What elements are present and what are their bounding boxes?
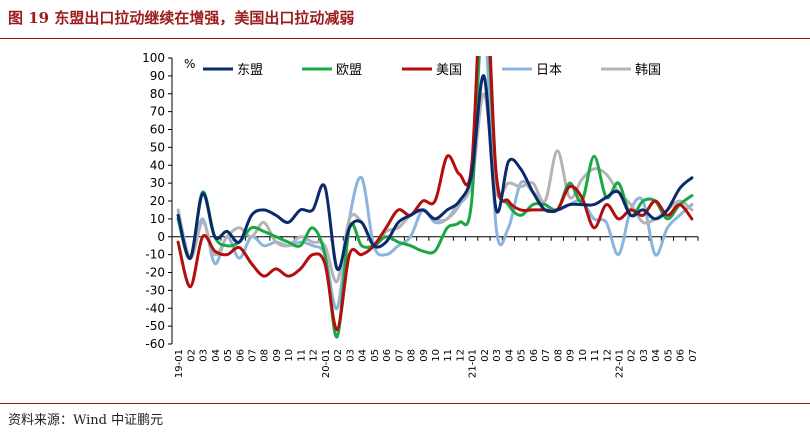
x-tick-label: 09: [419, 349, 430, 362]
x-tick-label: 06: [529, 349, 540, 362]
x-tick-label: 11: [590, 349, 601, 362]
y-tick-label: 70: [150, 105, 165, 119]
x-tick-label: 02: [186, 349, 197, 362]
legend-label: 韩国: [635, 63, 661, 78]
x-tick-label: 07: [394, 349, 405, 362]
x-tick-label: 06: [235, 349, 246, 362]
y-tick-label: 30: [150, 176, 165, 190]
x-tick-label: 02: [627, 349, 638, 362]
y-tick-label: -20: [145, 266, 165, 280]
series-layer: [176, 56, 694, 339]
y-tick-label: 20: [150, 194, 165, 208]
header-rule: [0, 38, 810, 39]
x-tick-label: 03: [345, 349, 356, 362]
legend-label: 美国: [436, 63, 462, 78]
x-tick-label: 08: [407, 349, 418, 362]
x-tick-label: 11: [296, 349, 307, 362]
y-tick-label: 0: [157, 230, 165, 244]
x-tick-label: 05: [223, 349, 234, 362]
x-tick-label: 05: [663, 349, 674, 362]
y-tick-label: 60: [150, 123, 165, 137]
series-line-3: [176, 56, 694, 332]
x-tick-label: 11: [443, 349, 454, 362]
series-line-2: [176, 56, 694, 339]
x-tick-label: 10: [284, 349, 295, 362]
x-tick-label: 19-01: [174, 349, 185, 378]
x-tick-label: 08: [260, 349, 271, 362]
x-tick-label: 06: [676, 349, 687, 362]
y-tick-label: 80: [150, 87, 165, 101]
y-tick-label: 10: [150, 212, 165, 226]
x-tick-label: 10: [578, 349, 589, 362]
y-tick-label: -50: [145, 319, 165, 333]
y-tick-label: 40: [150, 158, 165, 172]
x-tick-label: 04: [211, 349, 222, 362]
y-tick-label: -60: [145, 337, 165, 351]
x-tick-label: 03: [639, 349, 650, 362]
x-tick-label: 12: [455, 349, 466, 362]
x-tick-label: 09: [566, 349, 577, 362]
x-tick-label: 02: [333, 349, 344, 362]
legend-label: 欧盟: [336, 63, 362, 78]
y-tick-label: 90: [150, 69, 165, 83]
x-tick-label: 12: [602, 349, 613, 362]
footer-rule: [0, 403, 810, 404]
x-tick-label: 21-01: [468, 349, 479, 378]
x-tick-label: 04: [651, 349, 662, 362]
x-tick-label: 03: [492, 349, 503, 362]
series-line-1: [176, 74, 694, 271]
x-tick-label: 03: [199, 349, 210, 362]
x-tick-label: 04: [358, 349, 369, 362]
legend-label: 日本: [536, 63, 562, 78]
x-tick-label: 09: [272, 349, 283, 362]
source-note: 资料来源：Wind 中证鹏元: [8, 413, 164, 428]
y-tick-label: -30: [145, 283, 165, 297]
chart-axes: -60-50-40-30-20-100102030405060708090100…: [142, 51, 699, 378]
x-tick-label: 07: [688, 349, 699, 362]
y-tick-label: -10: [145, 248, 165, 262]
series-line-4: [176, 56, 694, 310]
y-tick-label: 100: [142, 51, 165, 65]
x-tick-label: 20-01: [321, 349, 332, 378]
x-tick-label: 06: [382, 349, 393, 362]
line-chart: -60-50-40-30-20-100102030405060708090100…: [142, 51, 699, 378]
chart-legend: 东盟 欧盟 美国 日本 韩国: [203, 63, 661, 78]
x-tick-label: 04: [504, 349, 515, 362]
x-tick-label: 07: [541, 349, 552, 362]
figure-header: 图 19 东盟出口拉动继续在增强，美国出口拉动减弱: [0, 0, 810, 38]
x-tick-label: 05: [370, 349, 381, 362]
y-tick-label: 50: [150, 140, 165, 154]
x-tick-label: 05: [517, 349, 528, 362]
x-tick-label: 12: [309, 349, 320, 362]
x-tick-label: 07: [248, 349, 259, 362]
x-tick-label: 08: [553, 349, 564, 362]
x-tick-label: 22-01: [614, 349, 625, 378]
y-tick-label: -40: [145, 301, 165, 315]
y-unit-label: %: [184, 57, 195, 71]
figure-title: 图 19 东盟出口拉动继续在增强，美国出口拉动减弱: [8, 9, 355, 27]
x-tick-label: 02: [480, 349, 491, 362]
legend-label: 东盟: [237, 63, 263, 78]
x-tick-label: 10: [431, 349, 442, 362]
